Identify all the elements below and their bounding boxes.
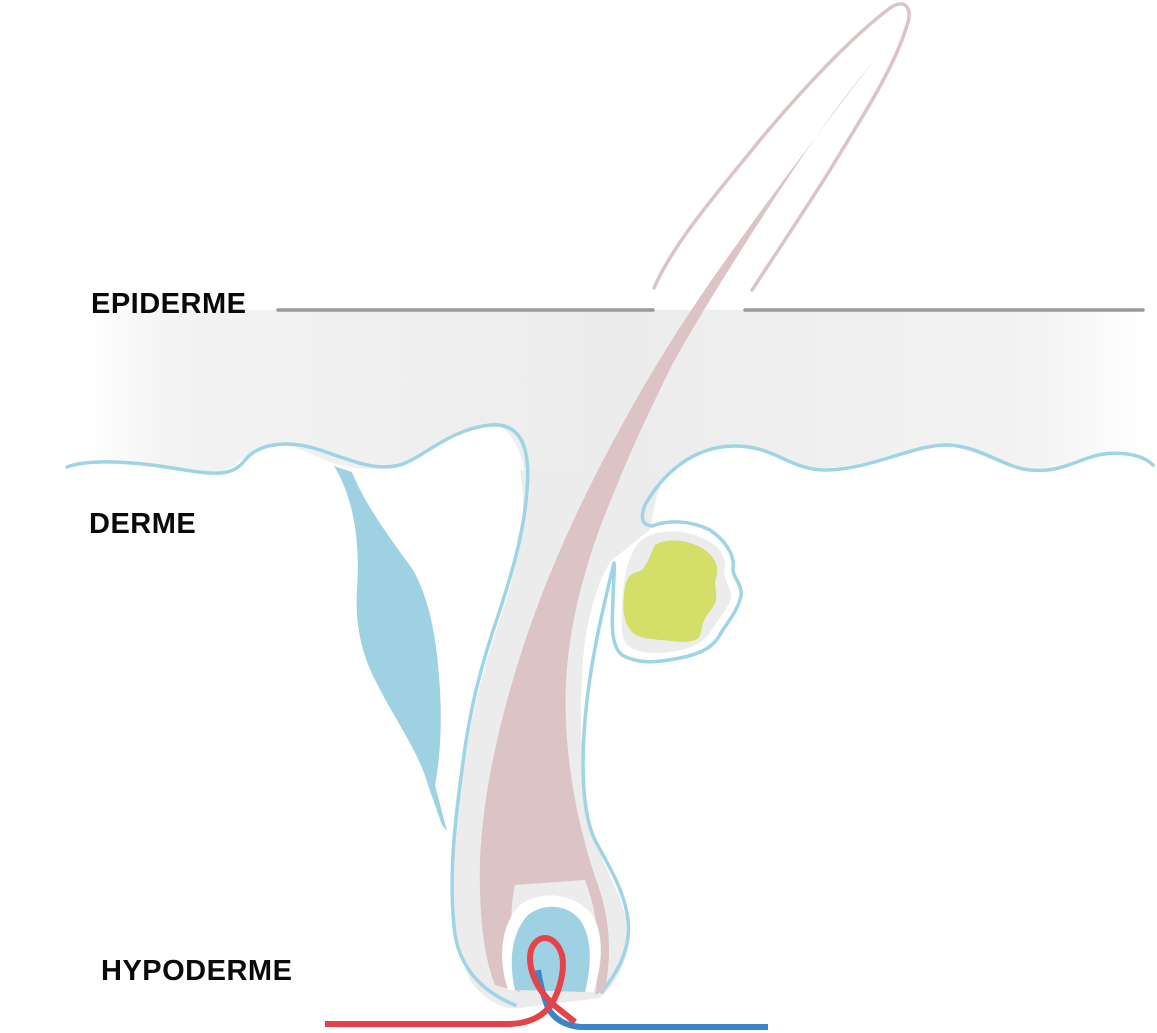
sebaceous-gland [623,540,718,642]
dermis-junction-right [581,443,1155,994]
artery [325,935,577,1027]
dermis-junction-left [65,423,530,1007]
label-epidermis: EPIDERME [91,288,247,320]
epidermis-layer [85,310,1145,500]
hair-shaft-outline [652,2,911,292]
arrector-pili-muscle [334,466,447,831]
label-hypodermis: HYPODERME [101,955,293,987]
label-dermis: DERME [89,508,197,540]
